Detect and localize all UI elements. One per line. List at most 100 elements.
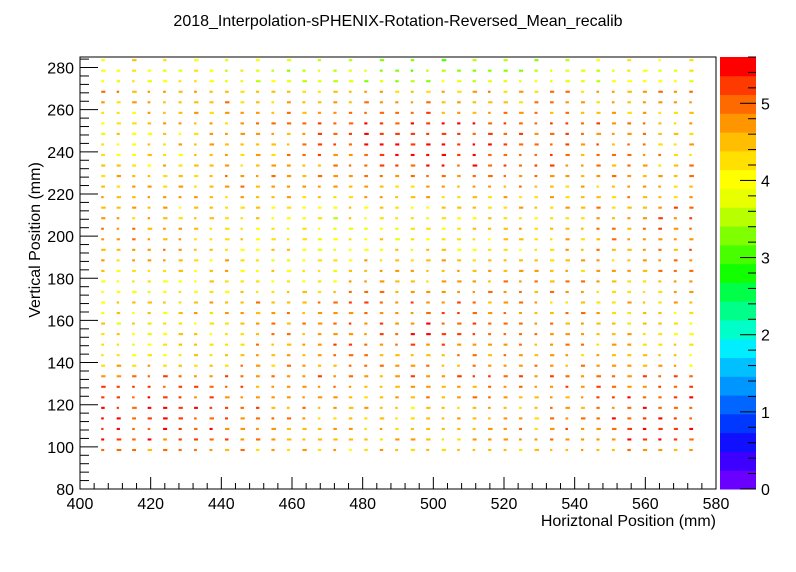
heatmap-cell bbox=[178, 427, 182, 430]
heatmap-cell bbox=[611, 406, 615, 409]
heatmap-cell bbox=[225, 227, 230, 230]
heatmap-cell bbox=[534, 101, 539, 104]
heatmap-cell bbox=[488, 143, 492, 146]
heatmap-cell bbox=[348, 354, 354, 357]
heatmap-cell bbox=[209, 143, 215, 146]
heatmap-cell bbox=[147, 153, 152, 157]
heatmap-cell bbox=[410, 396, 415, 399]
heatmap-cell bbox=[689, 269, 694, 272]
heatmap-cell bbox=[534, 175, 538, 178]
heatmap-cell bbox=[642, 427, 647, 430]
heatmap-cell bbox=[101, 80, 105, 83]
heatmap-cell bbox=[286, 280, 291, 283]
heatmap-cell bbox=[503, 417, 508, 420]
heatmap-cell bbox=[611, 111, 616, 114]
heatmap-cell bbox=[225, 185, 230, 188]
heatmap-cell bbox=[550, 290, 555, 294]
heatmap-cell bbox=[194, 354, 199, 357]
heatmap-cell bbox=[596, 322, 601, 325]
heatmap-cell bbox=[410, 80, 415, 83]
heatmap-cell bbox=[472, 448, 476, 452]
heatmap-cell bbox=[132, 175, 136, 178]
heatmap-cell bbox=[178, 343, 183, 346]
heatmap-cell bbox=[596, 354, 600, 357]
heatmap-cell bbox=[627, 122, 632, 125]
heatmap-cell bbox=[642, 175, 647, 178]
heatmap-cell bbox=[472, 438, 477, 441]
heatmap-cell bbox=[596, 406, 600, 409]
heatmap-cell bbox=[519, 164, 522, 167]
heatmap-cell bbox=[457, 80, 462, 83]
heatmap-cell bbox=[519, 206, 524, 209]
heatmap-cell bbox=[379, 143, 384, 146]
heatmap-cell bbox=[147, 248, 151, 251]
heatmap-cell bbox=[302, 417, 306, 420]
heatmap-cell bbox=[596, 101, 600, 104]
heatmap-cell bbox=[488, 364, 492, 367]
heatmap-cell bbox=[317, 301, 321, 304]
heatmap-cell bbox=[519, 196, 522, 199]
heatmap-cell bbox=[410, 280, 415, 283]
heatmap-cell bbox=[333, 132, 338, 135]
heatmap-cell bbox=[565, 153, 570, 157]
heatmap-cell bbox=[580, 375, 585, 378]
heatmap-cell bbox=[364, 385, 368, 388]
heatmap-cell bbox=[457, 248, 462, 251]
heatmap-cell bbox=[410, 322, 415, 325]
heatmap-cell bbox=[317, 417, 321, 420]
heatmap-cell bbox=[627, 301, 632, 304]
heatmap-cell bbox=[426, 90, 431, 93]
heatmap-cell bbox=[286, 448, 291, 452]
heatmap-cell bbox=[364, 90, 367, 93]
heatmap-cell bbox=[395, 206, 399, 209]
heatmap-cell bbox=[565, 280, 570, 283]
heatmap-cell bbox=[580, 290, 584, 294]
heatmap-cell bbox=[240, 175, 245, 178]
heatmap-cell bbox=[580, 354, 585, 357]
heatmap-cell bbox=[658, 90, 663, 93]
heatmap-cell bbox=[379, 69, 383, 72]
heatmap-cell bbox=[642, 111, 647, 114]
heatmap-cell bbox=[132, 59, 137, 62]
heatmap-cell bbox=[611, 322, 616, 325]
heatmap-cell bbox=[457, 259, 462, 262]
heatmap-cell bbox=[194, 322, 197, 325]
heatmap-cell bbox=[441, 238, 446, 241]
heatmap-cell bbox=[441, 196, 445, 199]
heatmap-cell bbox=[225, 153, 228, 157]
heatmap-cell bbox=[255, 164, 260, 167]
heatmap-cell bbox=[209, 248, 213, 251]
heatmap-cell bbox=[147, 269, 151, 272]
heatmap-cell bbox=[302, 259, 306, 262]
color-scale-swatch bbox=[720, 319, 756, 340]
heatmap-cell bbox=[441, 143, 446, 146]
heatmap-cell bbox=[132, 438, 136, 441]
y-tick-label: 120 bbox=[47, 398, 74, 415]
heatmap-cell bbox=[580, 406, 585, 409]
heatmap-cell bbox=[503, 122, 507, 125]
heatmap-cell bbox=[503, 80, 508, 83]
heatmap-cell bbox=[317, 427, 322, 430]
heatmap-cell bbox=[225, 90, 229, 93]
heatmap-cell bbox=[302, 122, 307, 125]
heatmap-cell bbox=[488, 248, 492, 251]
heatmap-cell bbox=[132, 80, 135, 83]
heatmap-cell bbox=[271, 175, 276, 178]
heatmap-cell bbox=[240, 80, 244, 83]
heatmap-cell bbox=[147, 385, 151, 388]
heatmap-cell bbox=[580, 269, 585, 272]
x-tick-label: 460 bbox=[279, 496, 306, 513]
heatmap-cell bbox=[426, 143, 431, 146]
heatmap-cell bbox=[627, 111, 632, 114]
heatmap-cell bbox=[534, 132, 539, 135]
heatmap-cell bbox=[132, 132, 137, 135]
heatmap-cell bbox=[132, 333, 135, 336]
heatmap-cell bbox=[209, 259, 213, 262]
heatmap-cell bbox=[348, 448, 352, 452]
heatmap-cell bbox=[642, 406, 647, 409]
heatmap-cell bbox=[333, 175, 338, 178]
heatmap-cell bbox=[286, 175, 292, 178]
heatmap-cell bbox=[472, 90, 478, 93]
heatmap-cell bbox=[271, 259, 275, 262]
heatmap-cell bbox=[596, 80, 601, 83]
